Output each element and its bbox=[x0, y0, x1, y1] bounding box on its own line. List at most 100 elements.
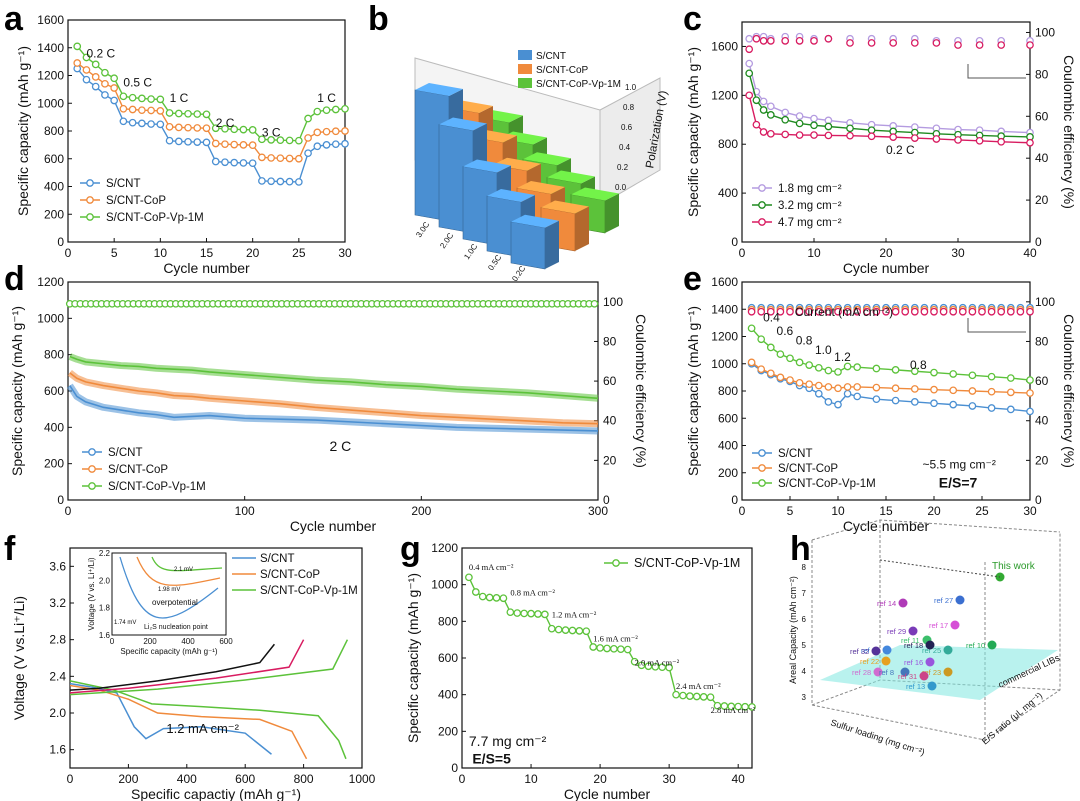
data-point bbox=[202, 138, 211, 147]
x-axis-label: Cycle number bbox=[564, 786, 651, 801]
data-point bbox=[881, 656, 891, 666]
data-point bbox=[795, 112, 804, 120]
chart-panel-e: 0 5 10 15 20 25 300200400600800100012001400160… bbox=[685, 275, 1077, 534]
y2-axis-label: Coulombic efficiency (%) bbox=[1061, 314, 1077, 468]
y2-tick-label: 20 bbox=[1035, 453, 1049, 467]
series-line bbox=[69, 355, 599, 400]
data-point bbox=[603, 644, 611, 653]
panel-label: b bbox=[368, 0, 389, 38]
point-label: ref 11 bbox=[901, 636, 920, 645]
y2-tick-label: 60 bbox=[1035, 374, 1049, 388]
x-tick-label: 25 bbox=[975, 504, 989, 518]
charge-curve bbox=[69, 639, 305, 694]
x-tick-label: 300 bbox=[588, 504, 608, 518]
inset-annotation: 2.1 mV bbox=[174, 567, 193, 573]
data-point bbox=[834, 368, 842, 376]
y-tick-label: 0 bbox=[57, 493, 64, 507]
ce-point bbox=[910, 39, 919, 47]
y-tick-label: 1200 bbox=[711, 330, 738, 344]
y-tick-label: 3.6 bbox=[49, 559, 66, 573]
ce-point bbox=[786, 307, 794, 316]
x-tick-label: 100 bbox=[235, 504, 255, 518]
ce-point bbox=[901, 307, 910, 316]
annotation: 1.2 mA cm⁻² bbox=[166, 721, 239, 736]
data-point bbox=[596, 644, 604, 652]
x-axis-label: Sulfur loading (mg cm⁻²) bbox=[829, 717, 926, 757]
data-point bbox=[138, 94, 146, 103]
x-tick-label: 600 bbox=[235, 772, 255, 786]
data-point bbox=[119, 117, 128, 126]
legend-marker bbox=[612, 559, 620, 567]
data-point bbox=[258, 177, 266, 185]
ce-point bbox=[590, 299, 599, 308]
y-axis-label: E/S ratio (μL mg⁻¹) bbox=[980, 690, 1044, 746]
point-label: ref 27 bbox=[934, 596, 953, 605]
data-point bbox=[810, 114, 818, 123]
data-point bbox=[776, 373, 785, 382]
point-label: ref 31 bbox=[898, 672, 917, 681]
point-label: ref 22 bbox=[860, 657, 879, 666]
data-point bbox=[943, 645, 953, 655]
data-point bbox=[616, 645, 625, 654]
data-point bbox=[932, 135, 941, 143]
x-tick-label: 15 bbox=[879, 504, 893, 518]
y-tick-label: 1200 bbox=[37, 69, 64, 83]
y-axis-label: Specific capacity (mAh g⁻¹) bbox=[405, 573, 421, 743]
ce-point bbox=[872, 307, 881, 316]
data-point bbox=[786, 376, 794, 384]
data-point bbox=[147, 106, 155, 115]
legend-entry: S/CNT-CoP-Vp-1M bbox=[106, 212, 204, 224]
y2-tick-label: 0 bbox=[1035, 493, 1042, 507]
data-point bbox=[211, 124, 220, 133]
data-point bbox=[575, 627, 584, 635]
z-tick-label: 6 bbox=[802, 615, 807, 624]
y2-tick-label: 100 bbox=[1035, 295, 1055, 309]
data-point bbox=[925, 640, 935, 650]
data-point bbox=[745, 91, 754, 100]
y-tick-label: 1400 bbox=[37, 41, 64, 55]
x-tick-label: 400 bbox=[177, 772, 197, 786]
z-tick-label: 1.0 bbox=[625, 83, 637, 92]
data-point bbox=[520, 609, 528, 618]
ce-point bbox=[781, 37, 790, 45]
annotation: 1 C bbox=[317, 91, 336, 105]
data-point bbox=[679, 691, 687, 700]
inset-x-tick: 200 bbox=[143, 637, 157, 646]
data-point bbox=[267, 177, 275, 186]
y-tick-label: 800 bbox=[718, 384, 738, 398]
z-tick-label: 4 bbox=[802, 667, 807, 676]
data-point bbox=[248, 141, 257, 150]
data-point bbox=[759, 97, 768, 106]
z-tick-label: 0.4 bbox=[619, 143, 631, 152]
data-point bbox=[156, 107, 165, 115]
data-point bbox=[853, 392, 862, 401]
y-tick-label: 1000 bbox=[37, 96, 64, 110]
data-point bbox=[156, 95, 165, 104]
data-point bbox=[138, 106, 146, 115]
data-point bbox=[692, 692, 701, 701]
ce-point bbox=[1016, 307, 1025, 316]
charge-curve bbox=[69, 643, 275, 691]
ce-point bbox=[958, 307, 967, 316]
data-point bbox=[872, 395, 881, 404]
bar-top bbox=[547, 170, 595, 184]
data-point bbox=[891, 366, 900, 374]
x-tick-label: 20 bbox=[879, 246, 893, 260]
ce-point bbox=[846, 39, 854, 47]
data-point bbox=[230, 125, 239, 134]
data-point bbox=[867, 132, 876, 141]
ce-point bbox=[1026, 41, 1034, 49]
data-point bbox=[221, 158, 229, 167]
y-tick-label: 400 bbox=[438, 688, 458, 702]
data-point bbox=[202, 124, 211, 133]
legend-swatch bbox=[518, 78, 532, 88]
y-tick-label: 1000 bbox=[37, 311, 64, 325]
annotation: 1.2 bbox=[834, 350, 851, 364]
annotation: 2.0 mA cm⁻² bbox=[635, 657, 680, 667]
data-point bbox=[766, 369, 775, 378]
z-tick-label: 0.8 bbox=[623, 103, 635, 112]
data-point bbox=[814, 389, 823, 398]
data-point bbox=[891, 384, 900, 393]
y-axis-label: Specific capacity (mAh g⁻¹) bbox=[685, 306, 701, 476]
